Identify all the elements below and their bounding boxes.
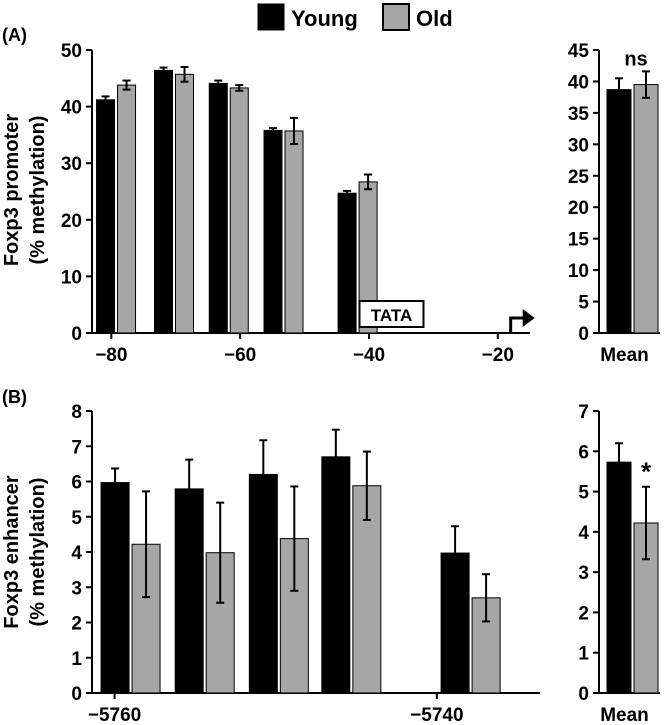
legend-swatch-old [382,3,410,31]
panel-2-y-tick-label: 3 [71,578,82,599]
panel-0-y-tick-label: 20 [61,211,82,232]
bar-mean-young [606,461,632,694]
panel-2-y-tick-label: 5 [71,508,82,529]
panel-2-y-tick-label: 0 [71,684,82,705]
panel-b-mean-chart: 0 1 2 3 4 5 6 7 * Mean [578,402,660,725]
significance-label: ns [624,48,647,70]
panel-3-y-tick-label: 5 [578,483,589,504]
tata-box [358,300,425,328]
panel-1-y-tick-label: 20 [568,198,589,219]
panel-2-x-tick-label: −5740 [410,705,463,725]
bar-young [248,473,278,694]
bar-young [174,488,204,694]
panel-0-y-tick-label: 10 [61,267,82,288]
bar-young [263,129,283,334]
panel-1-y-tick-label: 5 [578,293,589,314]
transcription-start-arrow [509,316,525,333]
significance-label: * [641,457,652,487]
bar-young [154,69,174,334]
y-axis-title-line: Foxp3 promoter [1,114,23,266]
panel-a-promoter-chart: 0 10 20 30 40 50 −80 −60 −40 −20 TATA [61,41,535,366]
panel-a-mean-chart: 0 5 10 15 20 25 30 35 40 45 ns Mean [568,41,660,366]
panel-0-y-tick-label: 0 [71,324,82,345]
bar-young [337,192,357,334]
panel-3-y-tick-label: 3 [578,563,589,584]
legend: Young Old [257,3,453,31]
panel-1-y-tick-label: 0 [578,324,589,345]
bar-young [96,99,116,334]
panel-3-y-tick-label: 6 [578,442,589,463]
bar-young [321,456,351,694]
panel-0-x-tick-label: −60 [224,345,256,366]
panel-1-y-tick-label: 25 [568,167,590,188]
panel-3-y-tick-label: 0 [578,684,589,705]
y-axis-title-enhancer: Foxp3 enhancer (% methylation) [1,475,49,629]
panel-1-y-tick-label: 45 [568,41,590,62]
panel-3-x-category-label: Mean [600,705,649,725]
panel-0-x-tick-label: −80 [95,345,127,366]
panel-0-x-tick-label: −20 [482,345,514,366]
legend-label-young: Young [291,6,358,31]
legend-swatch-young [257,3,285,31]
tata-box-label: TATA [371,306,413,325]
panel-2-y-tick-label: 7 [71,437,82,458]
panel-2-y-tick-label: 6 [71,473,82,494]
panel-2-x-tick-label: −5760 [88,705,141,725]
y-axis-title-line: (% methylation) [27,116,49,265]
y-axis-title-line: (% methylation) [27,478,49,627]
bar-old [284,130,304,334]
panel-1-y-tick-label: 40 [568,72,589,93]
y-axis-title-promoter: Foxp3 promoter (% methylation) [1,114,49,266]
bar-mean-young [606,89,632,334]
panel-0-y-tick-label: 40 [61,98,82,119]
legend-label-old: Old [416,6,453,31]
panel-2-y-tick-label: 4 [71,543,82,564]
panel-3-y-tick-label: 7 [578,402,589,423]
panel-3-y-tick-label: 2 [578,603,589,624]
bar-young [100,482,130,694]
panel-b-enhancer-chart: 0 1 2 3 4 5 6 7 8 −5760 −5740 [71,402,540,725]
panel-2-y-tick-label: 8 [71,402,82,423]
panel-3-y-tick-label: 4 [578,523,589,544]
bar-old [175,73,195,334]
panel-0-x-tick-label: −40 [353,345,385,366]
panel-1-y-tick-label: 15 [568,230,590,251]
panel-label-b: (B) [2,387,27,407]
bar-young [208,82,228,334]
panel-1-y-tick-label: 10 [568,261,589,282]
panel-1-y-tick-label: 30 [568,135,589,156]
panel-1-y-tick-label: 35 [568,104,590,125]
transcription-start-arrowhead [522,309,535,327]
panel-2-y-tick-label: 2 [71,614,82,635]
bar-old [229,87,249,334]
bar-mean-old [633,84,659,334]
y-axis-title-line: Foxp3 enhancer [1,475,23,629]
panel-0-y-tick-label: 30 [61,154,82,175]
panel-2-y-tick-label: 1 [71,649,82,670]
panel-0-y-tick-label: 50 [61,41,82,62]
panel-3-y-tick-label: 1 [578,644,589,665]
panel-1-x-category-label: Mean [600,345,649,366]
panel-label-a: (A) [2,25,27,45]
bar-old [117,84,137,334]
